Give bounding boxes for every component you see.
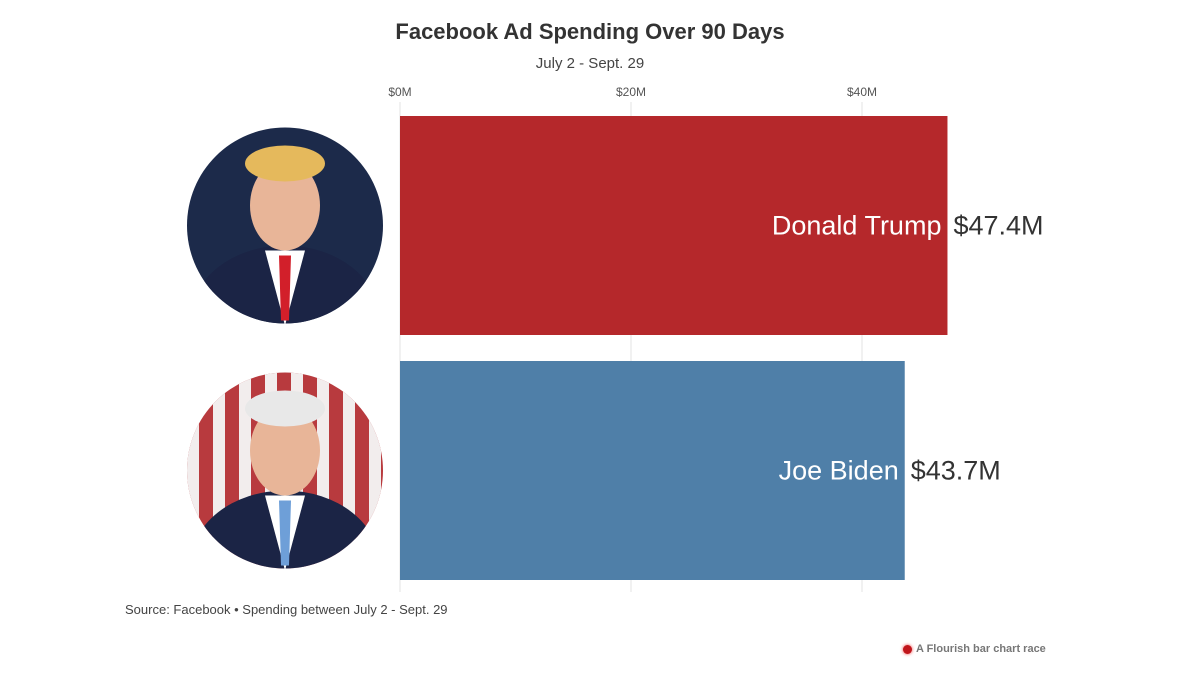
chart-subtitle: July 2 - Sept. 29: [535, 55, 645, 72]
flourish-logo-icon: [903, 644, 912, 654]
bar-label: Joe Biden: [779, 456, 899, 486]
bar-label: Donald Trump: [772, 211, 942, 241]
flourish-credit[interactable]: A Flourish bar chart race: [903, 643, 1046, 655]
value-label: $47.4M: [953, 211, 1043, 241]
chart-title: Facebook Ad Spending Over 90 Days: [395, 19, 785, 44]
tick-label: $40M: [847, 85, 877, 99]
credit-text: A Flourish bar chart race: [916, 643, 1046, 655]
bar-joe-biden: [400, 361, 905, 580]
candidate-photo: [187, 372, 383, 569]
source-note: Source: Facebook • Spending between July…: [125, 602, 448, 617]
candidate-photo: [187, 127, 383, 324]
value-label: $43.7M: [911, 456, 1001, 486]
tick-label: $0M: [388, 85, 411, 99]
tick-label: $20M: [616, 85, 646, 99]
bar-donald-trump: [400, 116, 948, 335]
